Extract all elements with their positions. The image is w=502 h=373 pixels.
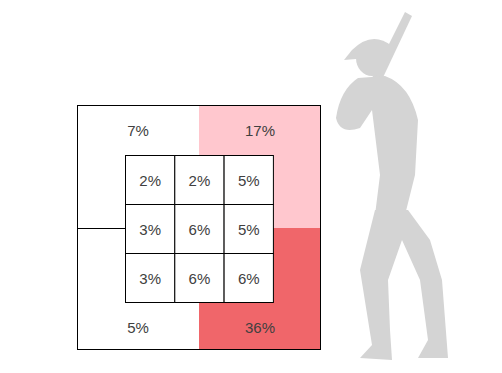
inner-zone [224,254,273,303]
zone-label: 7% [127,122,149,139]
zone-label: 5% [127,319,149,336]
inner-zone [175,254,224,303]
cell-label: 6% [189,221,211,238]
zone-label: 17% [245,122,275,139]
cell-label: 3% [139,221,161,238]
inner-zone [224,156,273,205]
inner-zone [126,205,175,254]
frame [78,106,321,350]
cell-label: 5% [238,221,260,238]
inner-zones [126,156,274,303]
divider [77,228,125,229]
legs [360,210,448,360]
inner-zone [175,205,224,254]
inner-zone [126,254,175,303]
batter-silhouette [336,12,448,360]
labels: 7% 17% 5% 36% 2% 2% 5% 3% 6% 5% 3% 6% 6% [127,122,275,336]
cell-label: 6% [189,270,211,287]
inner-zone [224,205,273,254]
cell-label: 2% [189,172,211,189]
inner-zone [175,156,224,205]
cell-label: 5% [238,172,260,189]
zone-label: 36% [245,319,275,336]
inner-zone [126,156,175,205]
zones [77,105,321,350]
cell-label: 6% [238,270,260,287]
root: 7% 17% 5% 36% 2% 2% 5% 3% 6% 5% 3% 6% 6% [0,0,502,373]
torso [336,76,418,215]
cell-label: 3% [139,270,161,287]
canvas: 7% 17% 5% 36% 2% 2% 5% 3% 6% 5% 3% 6% 6% [0,0,502,373]
cap [344,39,392,60]
cell-label: 2% [139,172,161,189]
